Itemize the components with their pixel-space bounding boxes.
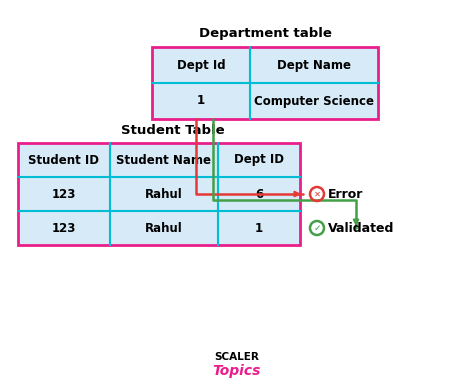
Bar	[18, 143, 300, 245]
Text: Student Name: Student Name	[117, 154, 211, 166]
Text: Dept Name: Dept Name	[277, 59, 351, 72]
Text: SCALER: SCALER	[215, 352, 259, 362]
Text: Topics: Topics	[213, 364, 261, 378]
Text: 1: 1	[255, 221, 263, 234]
Text: 123: 123	[52, 221, 76, 234]
Bar	[152, 47, 378, 119]
Text: Error: Error	[328, 187, 364, 201]
Text: Student ID: Student ID	[28, 154, 100, 166]
Text: 1: 1	[197, 94, 205, 107]
Text: Dept ID: Dept ID	[234, 154, 284, 166]
Text: Student Table: Student Table	[121, 124, 225, 137]
Text: ✕: ✕	[313, 189, 320, 199]
Text: Computer Science: Computer Science	[254, 94, 374, 107]
Text: Department table: Department table	[199, 27, 331, 40]
Text: Validated: Validated	[328, 221, 394, 234]
Text: Rahul: Rahul	[145, 187, 183, 201]
Text: 6: 6	[255, 187, 263, 201]
Text: 123: 123	[52, 187, 76, 201]
Text: Dept Id: Dept Id	[177, 59, 225, 72]
Text: ✓: ✓	[313, 224, 321, 233]
Text: Rahul: Rahul	[145, 221, 183, 234]
